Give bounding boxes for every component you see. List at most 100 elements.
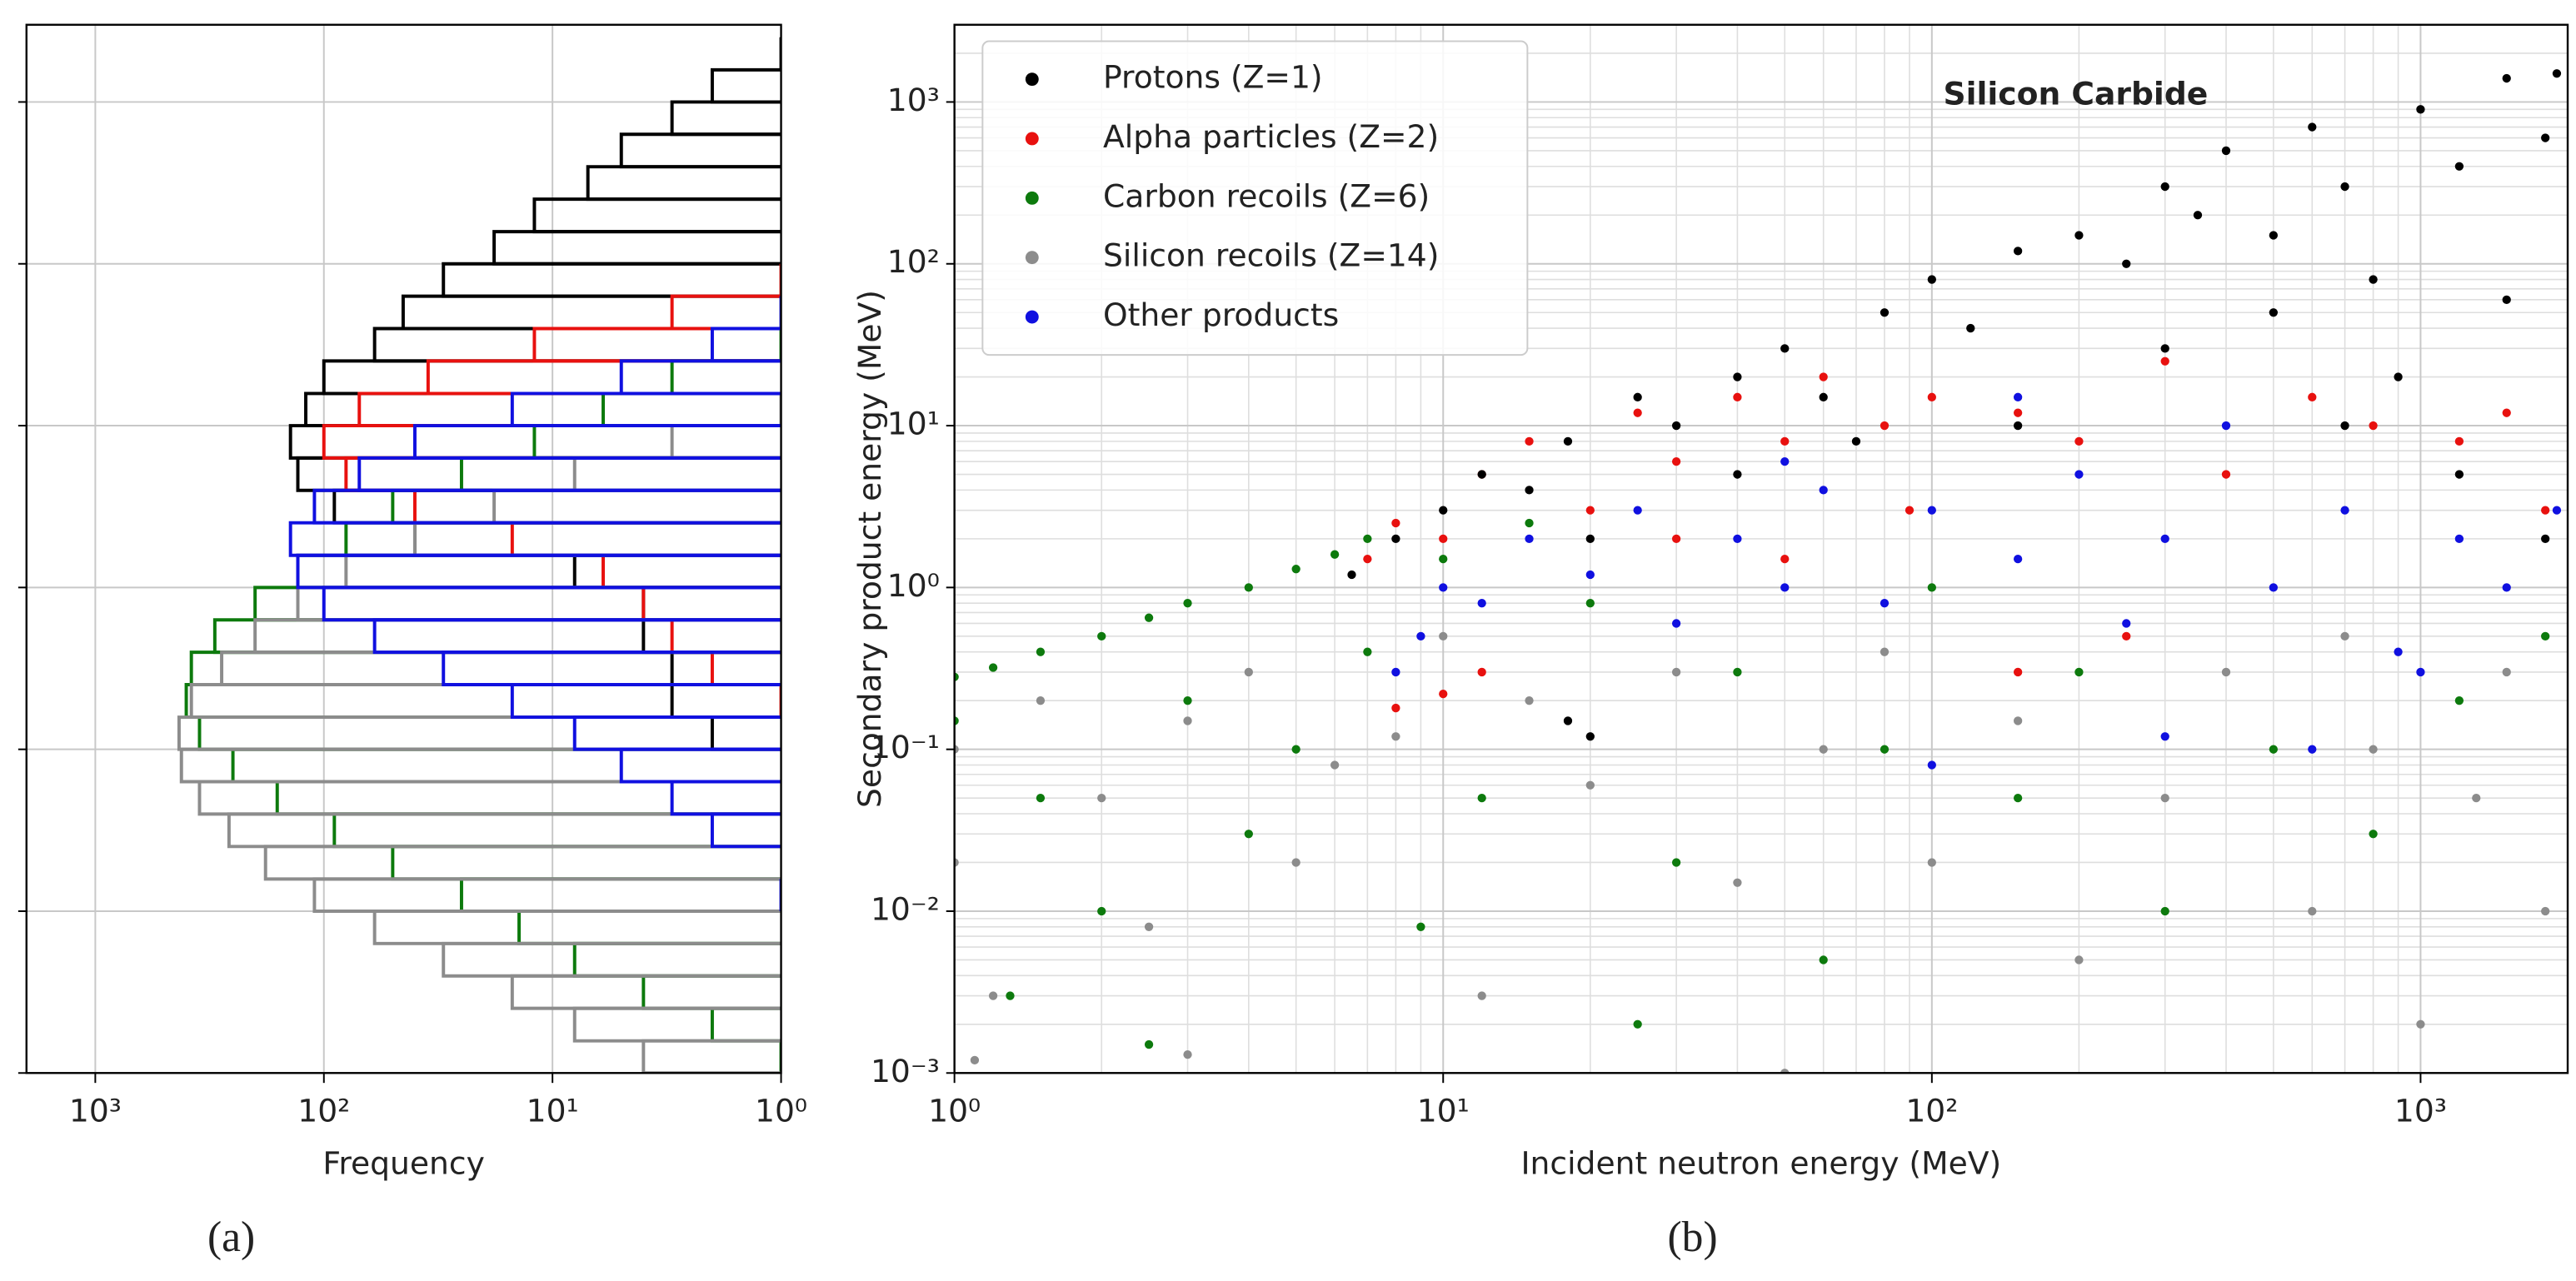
scatter-point	[2416, 105, 2425, 114]
scatter-point	[2454, 162, 2464, 171]
scatter-point	[1291, 565, 1300, 574]
scatter-point	[1819, 392, 1828, 401]
histogram-step	[710, 326, 781, 363]
histogram-step	[572, 456, 781, 492]
scatter-point	[1966, 323, 1975, 333]
scatter-point	[2013, 421, 2023, 431]
scatter-point	[1780, 436, 1790, 446]
scatter-point	[1880, 308, 1890, 317]
histogram-step	[517, 909, 781, 945]
x-tick-label: 10¹	[1417, 1092, 1470, 1129]
scatter-point	[1927, 858, 1936, 867]
histogram-step	[642, 974, 781, 1010]
histogram-step	[710, 1006, 781, 1043]
histogram-step	[670, 100, 781, 137]
histogram-step	[442, 941, 781, 978]
scatter-point	[2369, 421, 2378, 431]
scatter-point	[2340, 631, 2349, 641]
x-axis-label: Frequency	[322, 1145, 484, 1182]
scatter-point	[2160, 344, 2169, 353]
scatter-point	[2502, 583, 2511, 592]
scatter-point	[2221, 421, 2231, 431]
scatter-point	[1183, 1049, 1192, 1059]
scatter-point	[954, 745, 959, 754]
scatter-point	[2416, 667, 2425, 677]
scatter-point	[1183, 716, 1192, 725]
legend-label: Alpha particles (Z=2)	[1103, 118, 1439, 155]
scatter-point	[1927, 506, 1936, 515]
histogram-step	[572, 715, 781, 751]
scatter-point	[1633, 408, 1642, 417]
scatter-point	[1585, 599, 1595, 608]
scatter-point	[1733, 470, 1742, 479]
histogram-step	[412, 521, 781, 557]
histogram-step	[344, 553, 781, 590]
histogram-step	[189, 650, 781, 686]
histogram-step	[642, 1039, 781, 1074]
scatter-point	[1633, 506, 1642, 515]
chart-title: Silicon Carbide	[1943, 75, 2208, 112]
scatter-point	[1585, 534, 1595, 544]
scatter-point	[1006, 991, 1015, 1000]
scatter-point	[1363, 534, 1372, 544]
scatter-point	[2013, 392, 2023, 401]
legend-marker	[1025, 72, 1039, 87]
plot-frame	[953, 23, 2569, 1074]
scatter-point	[1525, 486, 1534, 495]
histogram-step	[275, 780, 781, 816]
scatter-point	[1927, 760, 1936, 770]
histogram-step	[231, 747, 781, 784]
scatter-point	[2541, 534, 2550, 544]
scatter-point	[1780, 583, 1790, 592]
x-tick-label: 10⁰	[755, 1092, 807, 1129]
scatter-point	[1585, 506, 1595, 515]
histogram-step	[442, 262, 781, 298]
marks	[954, 69, 2562, 1074]
histogram-step	[296, 456, 781, 492]
scatter-point	[2160, 182, 2169, 192]
histogram-step	[642, 618, 781, 655]
scatter-point	[1439, 583, 1448, 592]
scatter-point	[1097, 793, 1106, 803]
scatter-point	[1733, 667, 1742, 677]
scatter-point	[2502, 295, 2511, 305]
histogram-step	[184, 683, 781, 720]
histogram-step	[212, 618, 781, 655]
scatter-point	[1819, 372, 1828, 381]
scatter-point	[1477, 667, 1486, 677]
x-tick-label: 10²	[297, 1092, 350, 1129]
histogram-step	[197, 780, 781, 816]
histogram-step	[710, 812, 781, 849]
scatter-point	[954, 858, 959, 867]
histogram-step	[572, 553, 781, 590]
marks	[177, 37, 781, 1074]
scatter-point	[2013, 408, 2023, 417]
y-tick-label: 10⁻³	[871, 1053, 940, 1089]
histogram-step	[357, 391, 781, 428]
scatter-point	[1391, 703, 1400, 713]
scatter-point	[1733, 392, 1742, 401]
scatter-point	[2454, 470, 2464, 479]
scatter-point	[1036, 696, 1046, 705]
scatter-point	[2122, 631, 2131, 641]
histogram-step	[304, 391, 781, 428]
scatter-point	[1439, 554, 1448, 564]
scatter-point	[2221, 470, 2231, 479]
scatter-point	[2541, 906, 2550, 916]
histogram-step	[670, 650, 781, 686]
scatter-point	[2308, 745, 2317, 754]
scatter-point	[1927, 583, 1936, 592]
x-axis-label: Incident neutron energy (MeV)	[1520, 1145, 2001, 1182]
scatter-point	[2308, 392, 2317, 401]
histogram-step	[710, 650, 781, 686]
scatter-point	[1733, 534, 1742, 544]
x-tick-label: 10²	[1905, 1092, 1958, 1129]
scatter-point	[1819, 745, 1828, 754]
scatter-point	[1391, 667, 1400, 677]
x-tick-label: 10⁰	[928, 1092, 981, 1129]
scatter-point	[2369, 275, 2378, 284]
scatter-point	[1525, 534, 1534, 544]
scatter-point	[2074, 231, 2084, 240]
histogram-step	[296, 553, 781, 590]
histogram-step	[492, 230, 781, 266]
